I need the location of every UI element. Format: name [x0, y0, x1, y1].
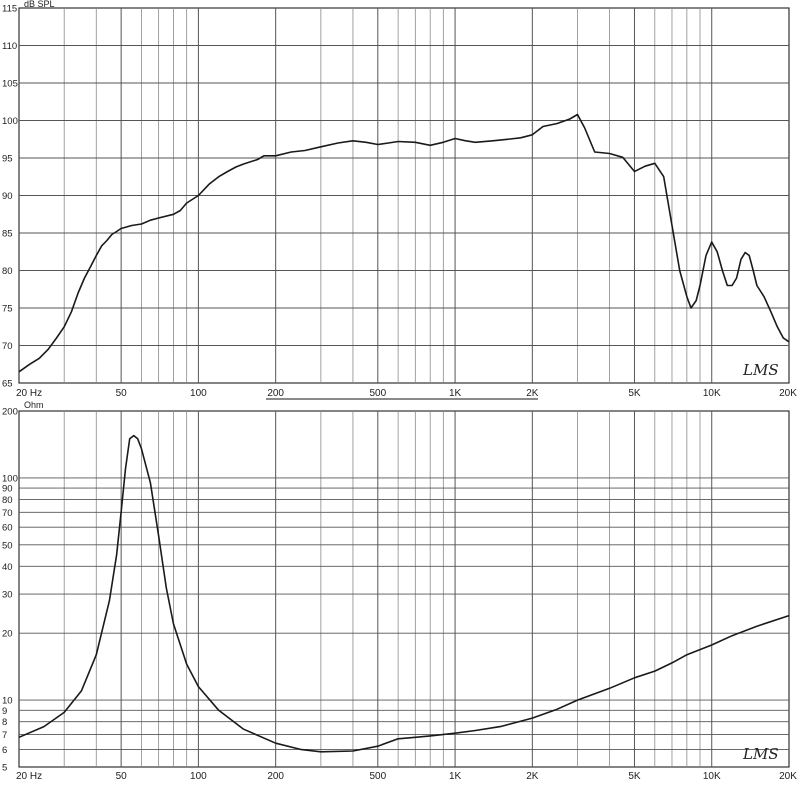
- y-tick-label: 200: [2, 407, 18, 418]
- y-tick-label: 90: [2, 484, 13, 495]
- y-tick-label: 95: [2, 154, 13, 165]
- y-tick-label: 100: [2, 473, 18, 484]
- x-tick-label: 2K: [526, 388, 539, 399]
- plot-frame: [18, 410, 790, 768]
- x-tick-label: 100: [190, 771, 207, 782]
- x-tick-label: 10K: [703, 388, 721, 399]
- y-tick-label: 6: [2, 745, 7, 756]
- axis-unit-label: dB SPL: [24, 0, 55, 9]
- y-tick-label: 90: [2, 191, 13, 202]
- y-tick-label: 5: [2, 763, 7, 774]
- y-tick-label: 70: [2, 341, 13, 352]
- x-tick-label: 20K: [779, 771, 797, 782]
- y-tick-label: 50: [2, 540, 13, 551]
- lms-watermark: LMS: [742, 361, 779, 379]
- series-line: [18, 113, 790, 373]
- axis-unit-label: Ohm: [24, 400, 44, 410]
- x-tick-label: 20K: [779, 388, 797, 399]
- x-tick-label: 10K: [703, 771, 721, 782]
- y-tick-label: 80: [2, 495, 13, 506]
- y-tick-label: 80: [2, 266, 13, 277]
- x-tick-label: 1K: [449, 388, 462, 399]
- y-tick-label: 115: [2, 4, 17, 15]
- x-tick-label: 500: [369, 771, 386, 782]
- x-tick-label: 50: [116, 388, 128, 399]
- x-tick-label: 5K: [628, 388, 641, 399]
- x-tick-label: 100: [190, 388, 207, 399]
- x-tick-label: 500: [369, 388, 386, 399]
- lms-watermark: LMS: [742, 745, 779, 763]
- y-tick-label: 20: [2, 629, 13, 640]
- y-tick-label: 75: [2, 304, 13, 315]
- y-tick-label: 40: [2, 562, 13, 573]
- x-tick-label: 5K: [628, 771, 641, 782]
- y-tick-label: 8: [2, 717, 7, 728]
- y-tick-label: 30: [2, 590, 13, 601]
- y-tick-label: 60: [2, 523, 13, 534]
- x-tick-label: 50: [116, 771, 128, 782]
- y-tick-label: 105: [2, 79, 18, 90]
- y-tick-label: 100: [2, 116, 18, 127]
- x-tick-label: 200: [267, 388, 284, 399]
- x-tick-label: 20 Hz: [16, 771, 42, 782]
- y-tick-label: 7: [2, 730, 7, 741]
- x-tick-label: 2K: [526, 771, 539, 782]
- y-tick-label: 70: [2, 508, 13, 519]
- y-tick-label: 65: [2, 379, 13, 390]
- y-tick-label: 85: [2, 229, 13, 240]
- y-tick-label: 9: [2, 706, 7, 717]
- x-tick-label: 1K: [449, 771, 462, 782]
- y-tick-label: 10: [2, 696, 13, 707]
- y-tick-label: 110: [2, 41, 17, 52]
- x-tick-label: 200: [267, 771, 284, 782]
- x-tick-label: 20 Hz: [16, 388, 42, 399]
- series-line: [18, 434, 790, 753]
